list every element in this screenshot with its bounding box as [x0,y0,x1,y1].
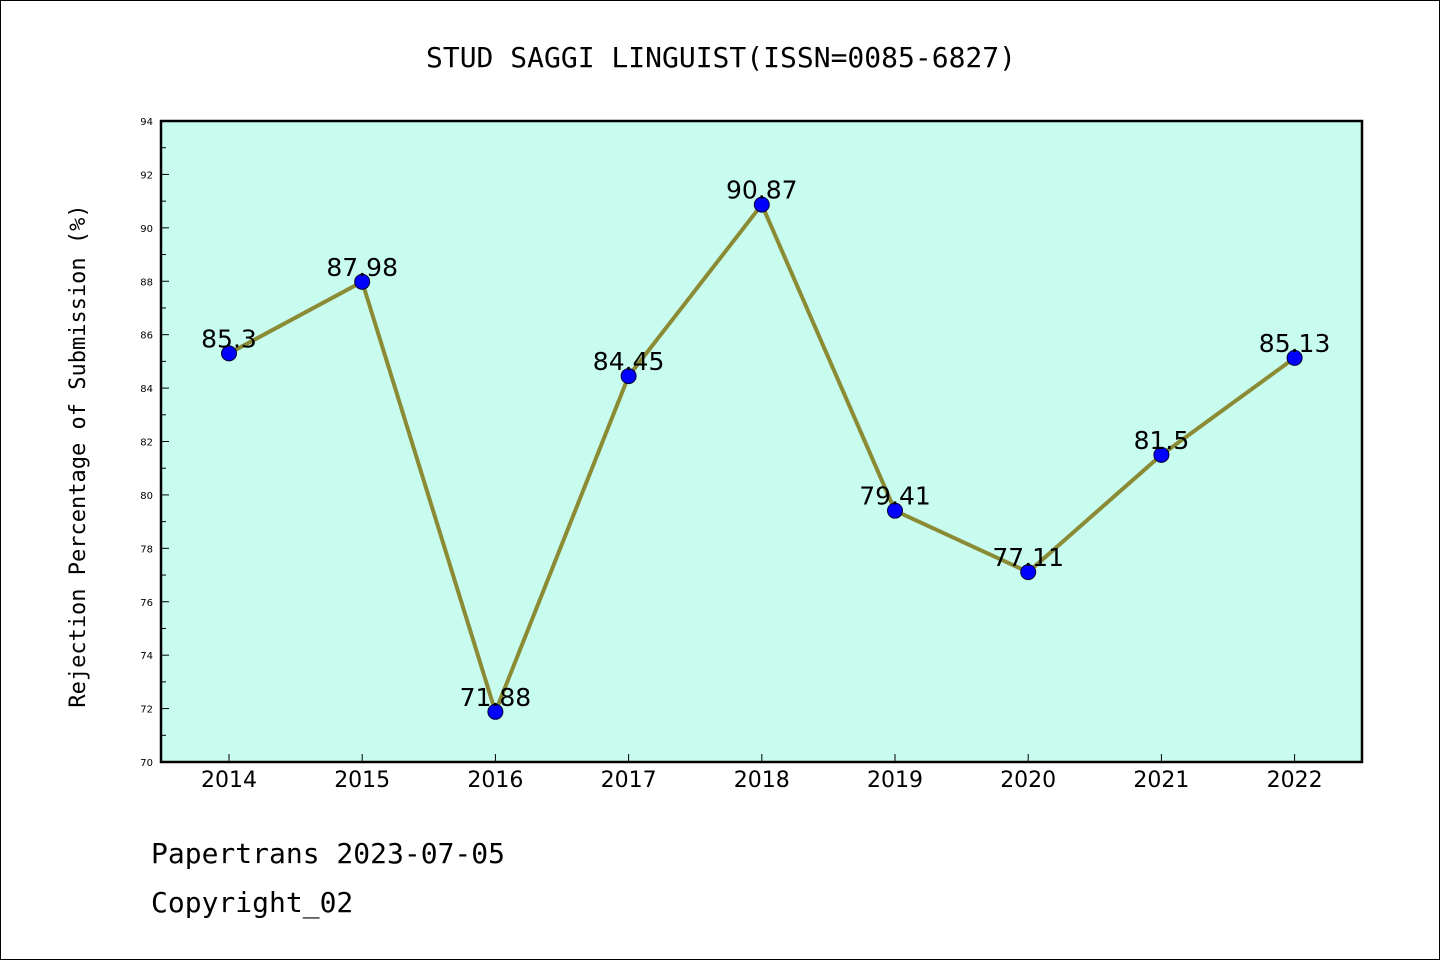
y-tick-label: 72 [140,705,153,716]
x-axis-ticks: 2014 2015 2016 2017 2018 2019 2020 2021 2022 [201,754,1323,793]
data-point [753,196,770,213]
plot-area [161,121,1362,762]
data-point [354,273,371,290]
y-tick-label: 94 [140,117,153,128]
data-label: 77.11 [992,543,1064,572]
data-label: 85.3 [201,324,257,353]
x-tick-label: 2014 [201,768,257,793]
x-tick-label: 2019 [867,768,923,793]
x-tick-label: 2022 [1267,768,1323,793]
y-tick-label: 76 [140,598,153,609]
data-label: 90.87 [726,176,798,205]
y-tick-label: 84 [140,384,153,395]
data-point [221,345,237,362]
x-tick-label: 2018 [734,768,790,793]
y-tick-label: 70 [140,758,153,769]
data-label: 71.88 [460,683,532,712]
data-label: 81.5 [1134,426,1190,455]
y-tick-label: 92 [140,170,153,181]
y-tick-label: 74 [140,651,153,662]
data-point [1153,446,1170,463]
y-tick-label: 86 [140,331,153,342]
y-tick-label: 80 [140,491,153,502]
y-axis-label: Rejection Percentage of Submission (%) [66,204,91,707]
data-label: 84.45 [593,347,665,376]
data-point [487,703,504,720]
x-tick-label: 2015 [334,768,390,793]
y-tick-label: 90 [140,224,153,235]
data-point [887,502,903,519]
y-axis-ticks: 70 72 74 76 78 80 82 84 86 88 90 92 94 [140,117,169,769]
data-label: 79.41 [859,482,931,511]
data-labels: 85.3 87.98 71.88 84.45 90.87 79.41 77.11 81.5 85… [201,176,1330,712]
footer-copyright: Copyright_02 [151,886,354,919]
x-tick-label: 2016 [467,768,523,793]
x-tick-label: 2021 [1133,768,1189,793]
plot-frame [159,119,1364,764]
chart-title: STUD SAGGI LINGUIST(ISSN=0085-6827) [426,41,1016,74]
data-point [620,368,637,385]
y-tick-label: 82 [140,438,153,449]
x-tick-label: 2020 [1000,768,1056,793]
x-tick-label: 2017 [601,768,657,793]
data-point [1020,564,1037,581]
data-markers [221,196,1303,720]
footer-date: Papertrans 2023-07-05 [151,837,506,870]
data-label: 87.98 [326,253,398,282]
data-point [1286,349,1303,366]
y-tick-label: 78 [140,544,153,555]
y-tick-label: 88 [140,277,153,288]
data-label: 85.13 [1259,329,1331,358]
